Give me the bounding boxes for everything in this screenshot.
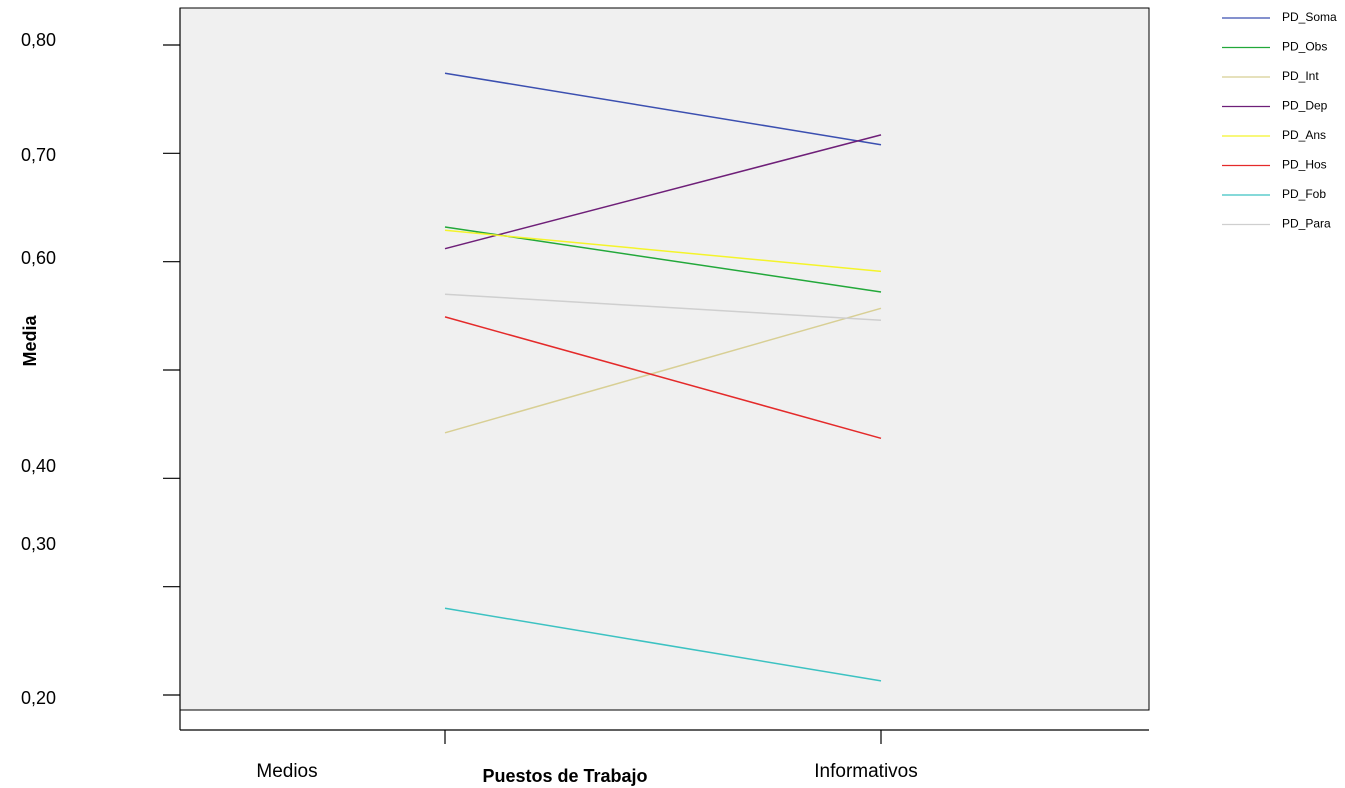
y-tick-label: 0,60 — [21, 248, 56, 268]
y-tick-label: 0,30 — [21, 534, 56, 554]
series-line-pd-fob — [444, 607, 882, 682]
y-tick-label: 0,20 — [21, 688, 56, 708]
legend-label: PD_Soma — [1282, 10, 1337, 24]
x-category-label: Medios — [256, 761, 317, 782]
legend-label: PD_Ans — [1282, 128, 1326, 142]
plot-area — [179, 7, 1150, 711]
y-tick-label: 0,70 — [21, 145, 56, 165]
y-axis-title: Media — [20, 315, 40, 367]
y-tick-label: 0,80 — [21, 30, 56, 50]
legend-label: PD_Obs — [1282, 40, 1327, 54]
series-line-pd-hos — [444, 316, 882, 440]
legend-label: PD_Dep — [1282, 99, 1328, 113]
series-line-pd-para — [444, 293, 882, 321]
series-line-pd-ans — [444, 229, 882, 273]
legend-label: PD_Hos — [1282, 158, 1327, 172]
legend-label: PD_Fob — [1282, 187, 1326, 201]
series-line-pd-soma — [444, 72, 882, 146]
legend-label: PD_Para — [1282, 217, 1331, 231]
series-line-pd-dep — [444, 134, 882, 250]
legend-label: PD_Int — [1282, 69, 1319, 83]
x-category-label: Informativos — [814, 761, 917, 782]
series-line-pd-int — [444, 307, 882, 434]
x-axis-title: Puestos de Trabajo — [482, 766, 647, 786]
y-tick-label: 0,40 — [21, 456, 56, 476]
